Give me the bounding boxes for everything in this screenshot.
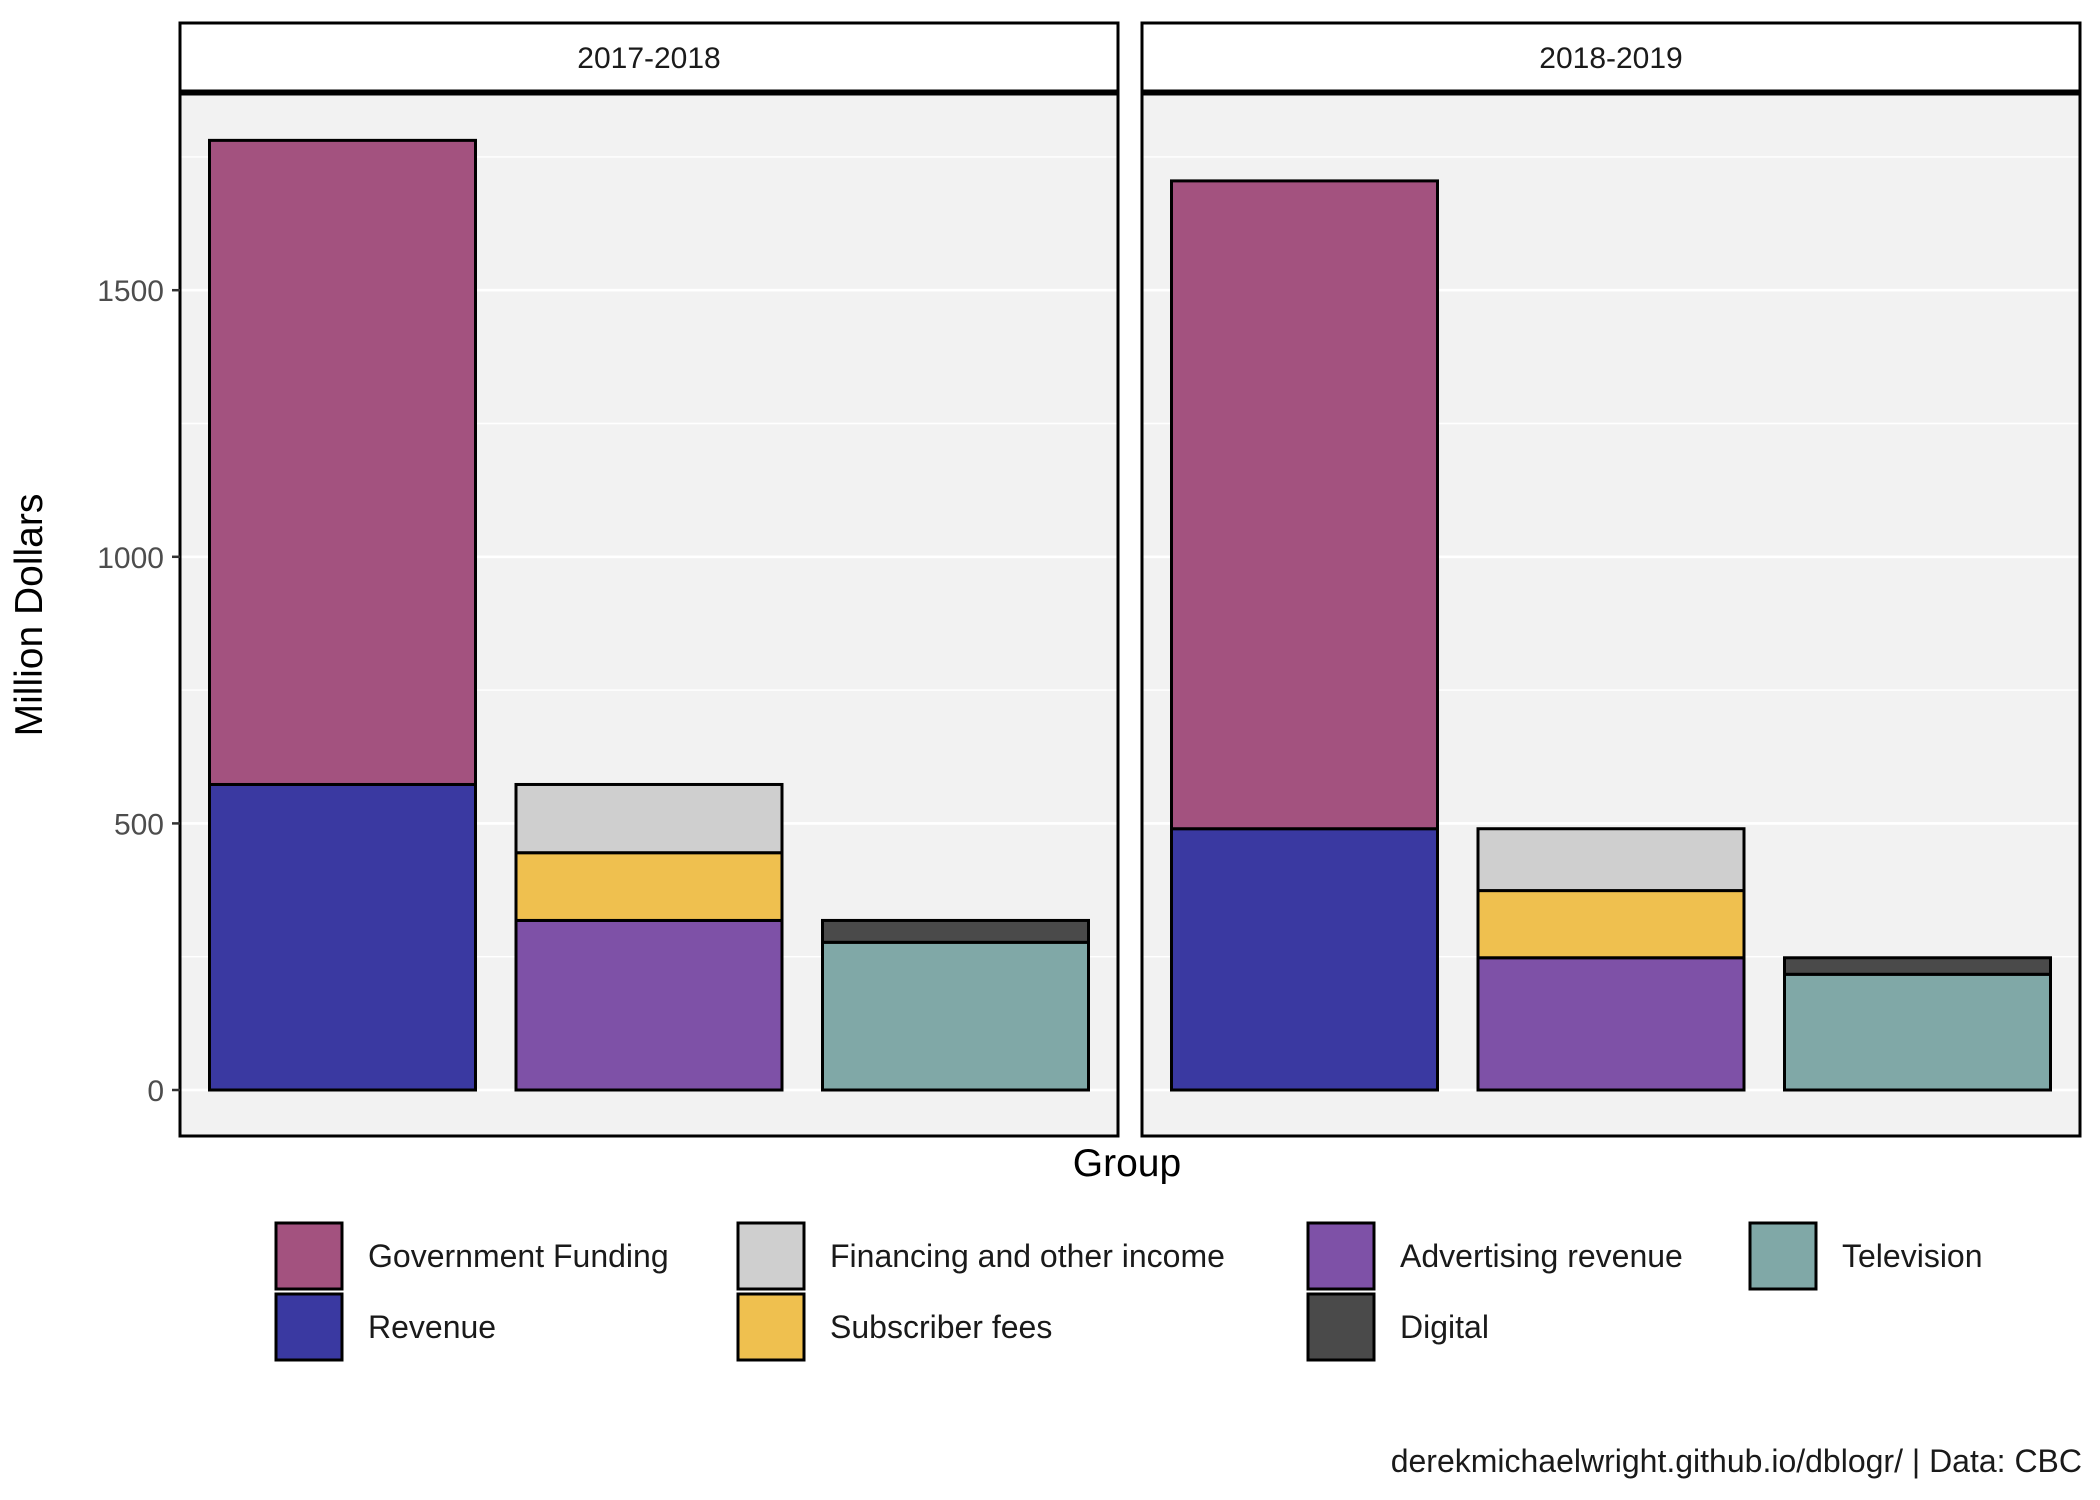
panel-2018-2019: 2018-2019 <box>1140 21 2082 1138</box>
facet-strip <box>1140 21 2082 93</box>
legend-item-revenue: Revenue <box>274 1292 496 1362</box>
panel-2017-2018: 2017-2018 <box>178 21 1120 1138</box>
legend-label: Government Funding <box>368 1238 669 1274</box>
legend-label: Subscriber fees <box>830 1309 1052 1345</box>
bar-segment-television <box>821 940 1090 1092</box>
legend-label: Advertising revenue <box>1400 1238 1683 1274</box>
bar-segment-advertising-revenue <box>514 918 784 1092</box>
x-axis-title: Group <box>1073 1142 1181 1185</box>
caption: derekmichaelwright.github.io/dblogr/ | D… <box>1391 1443 2082 1479</box>
facet-strip <box>178 21 1120 93</box>
bar-segment-subscriber-fees <box>1476 889 1746 960</box>
y-axis-title: Million Dollars <box>8 494 51 737</box>
y-tick-label: 500 <box>114 808 164 841</box>
bar-segment-financing-and-other-income <box>514 782 784 855</box>
legend: Government Funding Revenue Financing and o… <box>274 1221 1983 1362</box>
bar-segment-subscriber-fees <box>514 851 784 922</box>
facet-panels: 2017-2018 2018-2019 <box>178 21 2082 1138</box>
bar-segment-television <box>1783 972 2052 1092</box>
y-tick-label: 1000 <box>97 542 164 575</box>
bar-segment-digital <box>821 918 1090 944</box>
facet-strip-label: 2018-2019 <box>1539 42 1682 75</box>
legend-item-advertising-revenue: Advertising revenue <box>1306 1221 1683 1291</box>
bar-segment-revenue <box>1170 827 1439 1092</box>
legend-item-government-funding: Government Funding <box>274 1221 669 1291</box>
legend-key <box>274 1221 344 1291</box>
bar-segment-government-funding <box>1170 179 1439 831</box>
bar-segment-government-funding <box>208 138 477 786</box>
legend-key <box>1306 1292 1376 1362</box>
y-axis: 0 500 1000 1500 <box>97 275 180 1108</box>
legend-label: Revenue <box>368 1309 496 1345</box>
panel-border <box>1140 92 2082 1138</box>
legend-label: Digital <box>1400 1309 1489 1345</box>
legend-key <box>736 1292 806 1362</box>
y-tick-label: 0 <box>147 1075 164 1108</box>
legend-item-financing-and-other-income: Financing and other income <box>736 1221 1225 1291</box>
legend-label: Television <box>1842 1238 1983 1274</box>
legend-key <box>736 1221 806 1291</box>
y-tick-label: 1500 <box>97 275 164 308</box>
legend-item-digital: Digital <box>1306 1292 1489 1362</box>
legend-label: Financing and other income <box>830 1238 1225 1274</box>
legend-key <box>274 1292 344 1362</box>
bar-segment-revenue <box>208 782 477 1092</box>
legend-item-subscriber-fees: Subscriber fees <box>736 1292 1052 1362</box>
facet-strip-label: 2017-2018 <box>577 42 720 75</box>
legend-key <box>1748 1221 1818 1291</box>
legend-key <box>1306 1221 1376 1291</box>
legend-item-television: Television <box>1748 1221 1983 1291</box>
bar-segment-financing-and-other-income <box>1476 827 1746 893</box>
bar-segment-advertising-revenue <box>1476 956 1746 1092</box>
bar-segment-digital <box>1783 956 2052 976</box>
panel-border <box>178 92 1120 1138</box>
